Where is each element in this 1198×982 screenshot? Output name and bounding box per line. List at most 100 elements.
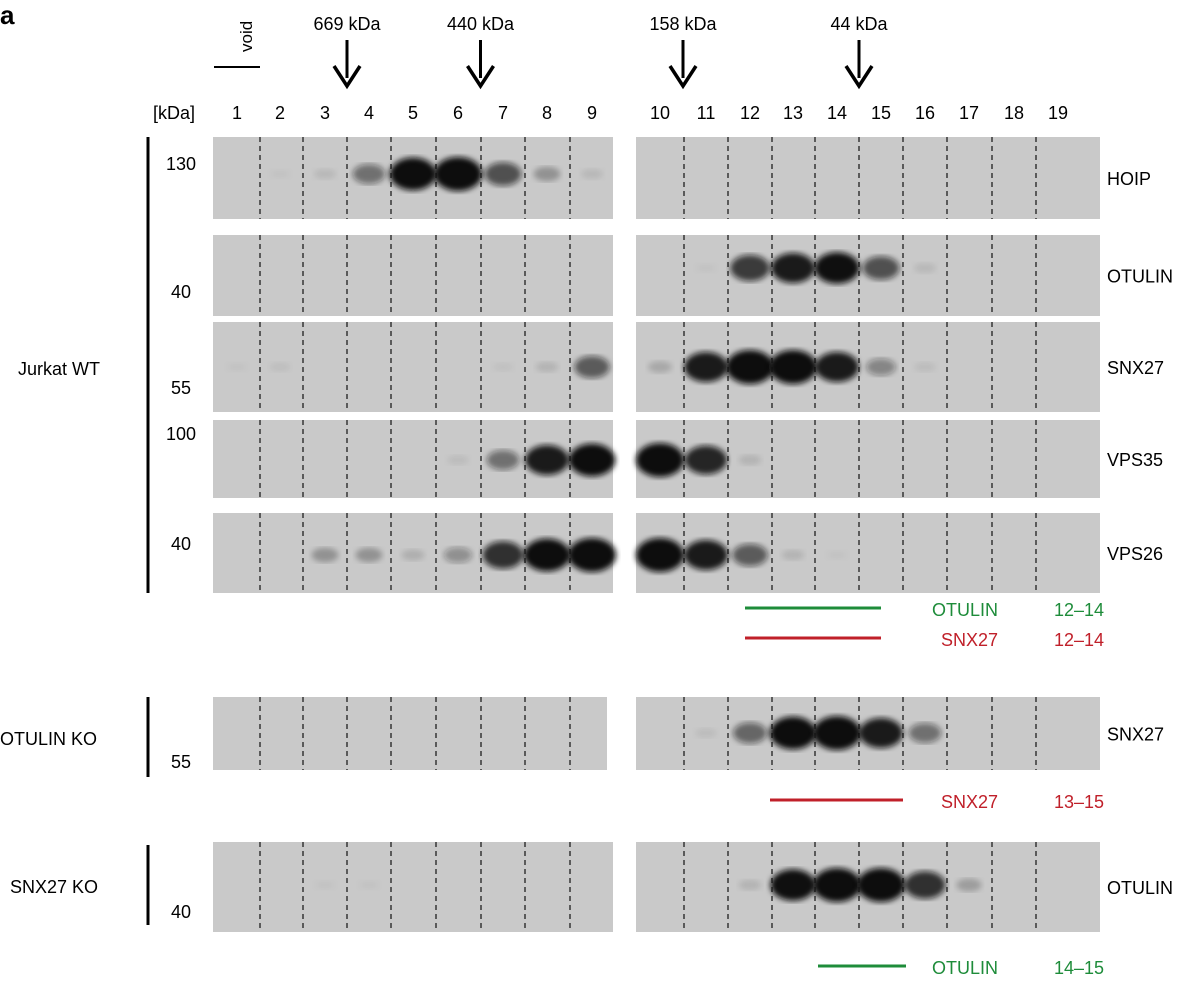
size-marker-label: 44 kDa — [830, 14, 888, 34]
band — [908, 723, 942, 743]
protein-label: VPS35 — [1107, 450, 1163, 470]
protein-label: OTULIN — [1107, 878, 1173, 898]
band — [482, 541, 524, 569]
band — [313, 168, 337, 180]
blot-hoip: 130 HOIP — [166, 137, 1151, 219]
band — [733, 722, 767, 744]
band — [352, 164, 386, 184]
band — [636, 443, 684, 477]
band — [857, 868, 905, 902]
band — [315, 881, 336, 890]
band — [738, 454, 762, 466]
peak-protein-label: OTULIN — [932, 600, 998, 620]
arrowhead-icon — [668, 65, 698, 90]
band — [771, 252, 815, 284]
lane-number: 19 — [1048, 103, 1068, 123]
band — [732, 543, 768, 567]
band — [359, 881, 380, 890]
lane-number: 18 — [1004, 103, 1024, 123]
lane-number: 12 — [740, 103, 760, 123]
band — [859, 717, 903, 749]
band — [730, 254, 770, 282]
blot-otulin: 40 OTULIN — [171, 842, 1173, 932]
lane-number: 8 — [542, 103, 552, 123]
band — [904, 871, 946, 899]
band — [355, 547, 383, 563]
mw-label: 40 — [171, 902, 191, 922]
lane-number: 10 — [650, 103, 670, 123]
blot-membrane-left — [213, 697, 607, 770]
peak-range-label: 12–14 — [1054, 630, 1104, 650]
lane-number: 3 — [320, 103, 330, 123]
peak-protein-label: SNX27 — [941, 630, 998, 650]
group-label: SNX27 KO — [10, 877, 98, 897]
band — [769, 350, 817, 384]
group-label: Jurkat WT — [18, 359, 100, 379]
band — [568, 538, 616, 572]
lane-number: 13 — [783, 103, 803, 123]
band — [862, 256, 900, 280]
lane-number: 16 — [915, 103, 935, 123]
band — [270, 170, 291, 179]
band — [770, 869, 816, 901]
band — [813, 716, 861, 750]
lane-number: 4 — [364, 103, 374, 123]
lane-number: 7 — [498, 103, 508, 123]
lane-number: 11 — [697, 103, 716, 123]
lane-number: 5 — [408, 103, 418, 123]
blot-vps26: 40 VPS26 — [171, 513, 1163, 593]
protein-label: HOIP — [1107, 169, 1151, 189]
band — [913, 262, 937, 274]
band — [389, 157, 437, 191]
lane-number: 2 — [275, 103, 285, 123]
mw-label: 130 — [166, 154, 196, 174]
lane-number: 17 — [959, 103, 979, 123]
arrowhead-icon — [466, 65, 495, 90]
band — [684, 445, 728, 475]
band — [696, 264, 717, 273]
band — [636, 538, 684, 572]
band — [956, 878, 982, 892]
lane-number: 9 — [587, 103, 597, 123]
band — [311, 547, 339, 563]
band — [492, 362, 514, 372]
band — [568, 443, 616, 477]
band — [580, 168, 604, 180]
mw-label: 55 — [171, 752, 191, 772]
band — [738, 879, 762, 891]
band — [434, 157, 482, 191]
band — [525, 444, 569, 476]
lane-number: 1 — [232, 103, 242, 123]
band — [447, 455, 469, 465]
mw-label: 40 — [171, 534, 191, 554]
band — [695, 728, 717, 738]
blot-vps35: 100 VPS35 — [166, 420, 1163, 498]
band — [781, 549, 805, 561]
protein-label: SNX27 — [1107, 725, 1164, 745]
band — [647, 361, 673, 373]
band — [684, 351, 728, 383]
mw-label: 40 — [171, 282, 191, 302]
band — [815, 351, 859, 383]
band — [269, 362, 291, 372]
peak-protein-label: OTULIN — [932, 958, 998, 977]
blot-membrane-left — [213, 842, 613, 932]
blot-membrane-right — [636, 137, 1100, 219]
blot-membrane-left — [213, 235, 613, 316]
protein-label: VPS26 — [1107, 544, 1163, 564]
band — [533, 166, 561, 182]
size-marker-label: 440 kDa — [447, 14, 515, 34]
kda-header: [kDa] — [153, 103, 195, 123]
arrowhead-icon — [332, 65, 362, 90]
protein-label: SNX27 — [1107, 358, 1164, 378]
blot-otulin: 40 OTULIN — [171, 235, 1173, 316]
arrowhead-icon — [844, 65, 874, 90]
size-marker-label: 669 kDa — [313, 14, 381, 34]
band — [813, 868, 861, 902]
band — [726, 350, 774, 384]
lane-number: 15 — [871, 103, 891, 123]
peak-range-label: 14–15 — [1054, 958, 1104, 977]
mw-label: 100 — [166, 424, 196, 444]
band — [535, 361, 559, 373]
